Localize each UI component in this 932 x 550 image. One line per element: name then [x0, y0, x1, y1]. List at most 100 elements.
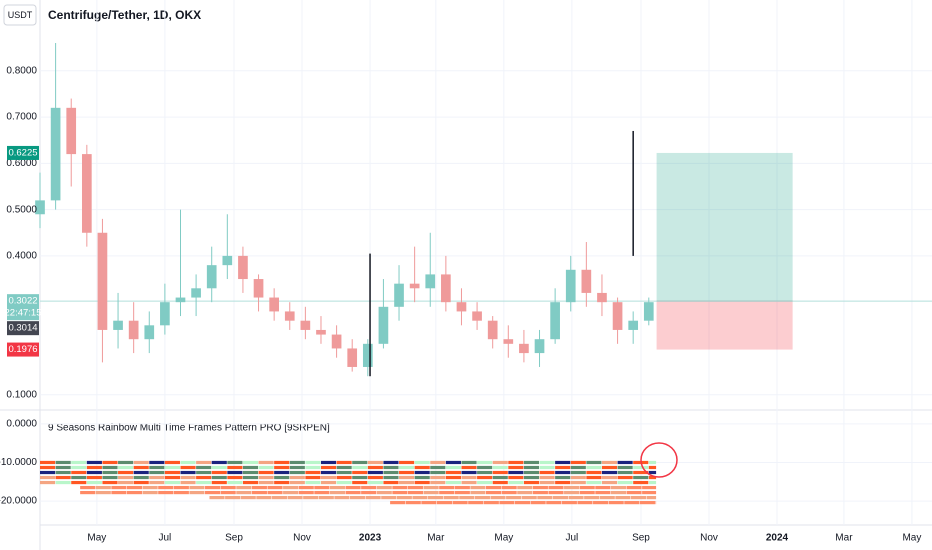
- indicator-segment: [383, 460, 399, 465]
- indicator-segment: [470, 485, 486, 490]
- indicator-segment: [236, 485, 252, 490]
- indicator-segment: [501, 490, 517, 495]
- indicator-segment: [445, 465, 461, 470]
- indicator-segment: [439, 490, 455, 495]
- candle-body: [441, 274, 451, 303]
- indicator-segment: [595, 490, 611, 495]
- candle-body: [66, 107, 77, 155]
- indicator-segment: [227, 470, 243, 475]
- indicator-segment: [477, 465, 493, 470]
- indicator-segment: [111, 485, 127, 490]
- indicator-segment: [586, 470, 602, 475]
- indicator-segment: [414, 465, 430, 470]
- indicator-segment: [227, 465, 243, 470]
- indicator-segment: [508, 475, 524, 480]
- candle-body: [128, 320, 139, 340]
- indicator-segment: [407, 490, 424, 495]
- indicator-segment: [546, 501, 562, 505]
- indicator-segment: [258, 465, 274, 470]
- indicator-segment: [189, 485, 205, 490]
- indicator-segment: [474, 496, 490, 500]
- candle-body: [81, 154, 92, 233]
- indicator-segment: [633, 470, 649, 475]
- candle-body: [487, 320, 498, 340]
- indicator-segment: [477, 475, 493, 480]
- indicator-segment: [289, 460, 305, 465]
- indicator-segment: [461, 465, 477, 470]
- indicator-segment: [305, 460, 321, 465]
- indicator-segment: [367, 460, 383, 465]
- price-label-box: [7, 321, 39, 336]
- x-tick-label: May: [902, 533, 921, 544]
- indicator-segment: [486, 485, 502, 490]
- indicator-segment: [633, 465, 649, 470]
- indicator-segment: [443, 496, 459, 500]
- indicator-segment: [55, 480, 71, 485]
- indicator-segment: [414, 480, 430, 485]
- indicator-segment: [570, 480, 586, 485]
- candle-body: [519, 343, 529, 354]
- candle-body: [612, 302, 623, 330]
- indicator-segment: [283, 490, 299, 495]
- indicator-segment: [445, 480, 461, 485]
- y-tick-label: -20.0000: [0, 496, 37, 507]
- price-label: 0.1976: [8, 344, 37, 355]
- indicator-segment: [298, 485, 314, 490]
- indicator-segment: [242, 460, 259, 465]
- indicator-segment: [555, 480, 571, 485]
- candle-body: [409, 283, 420, 289]
- indicator-segment: [314, 485, 330, 490]
- candle-body: [581, 269, 592, 293]
- indicator-segment: [40, 475, 56, 480]
- indicator-segment: [320, 475, 337, 480]
- currency-box[interactable]: [3, 4, 37, 26]
- indicator-segment: [586, 480, 602, 485]
- y-tick-label: -10.0000: [0, 457, 37, 468]
- indicator-segment: [568, 496, 584, 500]
- indicator-segment: [439, 485, 455, 490]
- indicator-segment: [523, 460, 540, 465]
- indicator-segment: [610, 485, 626, 490]
- chart-title: Centrifuge/Tether, 1D, OKX: [48, 8, 201, 22]
- indicator-segment: [477, 470, 493, 475]
- indicator-segment: [517, 485, 533, 490]
- price-label: 0.3014: [8, 323, 37, 334]
- indicator-segment: [508, 470, 524, 475]
- indicator-segment: [633, 475, 649, 480]
- candle-body: [144, 325, 155, 340]
- indicator-segment: [617, 460, 633, 465]
- indicator-segment: [211, 475, 227, 480]
- indicator-segment: [570, 465, 586, 470]
- indicator-segment: [102, 475, 118, 480]
- indicator-segment: [508, 460, 524, 465]
- indicator-segment: [392, 485, 408, 490]
- indicator-segment: [626, 485, 642, 490]
- indicator-segment: [95, 490, 111, 495]
- indicator-segment: [648, 480, 657, 485]
- indicator-segment: [421, 501, 437, 505]
- indicator-segment: [86, 480, 102, 485]
- indicator-segment: [164, 470, 180, 475]
- indicator-segment: [430, 460, 446, 465]
- x-tick-label: Sep: [632, 533, 650, 544]
- indicator-segment: [532, 485, 548, 490]
- indicator-segment: [477, 480, 493, 485]
- x-tick-label: Mar: [835, 533, 853, 544]
- indicator-segment: [227, 460, 243, 465]
- indicator-segment: [461, 470, 477, 475]
- indicator-segment: [561, 501, 577, 505]
- candle-body: [550, 302, 560, 340]
- indicator-segment: [289, 465, 305, 470]
- indicator-segment: [506, 496, 522, 500]
- indicator-segment: [242, 480, 259, 485]
- indicator-segment: [414, 470, 430, 475]
- indicator-segment: [608, 501, 624, 505]
- indicator-segment: [133, 480, 149, 485]
- indicator-segment: [452, 501, 468, 505]
- indicator-segment: [251, 485, 267, 490]
- indicator-segment: [430, 465, 446, 470]
- indicator-segment: [71, 470, 87, 475]
- candle-body: [456, 302, 467, 312]
- indicator-segment: [423, 490, 439, 495]
- price-label-box: [7, 342, 39, 357]
